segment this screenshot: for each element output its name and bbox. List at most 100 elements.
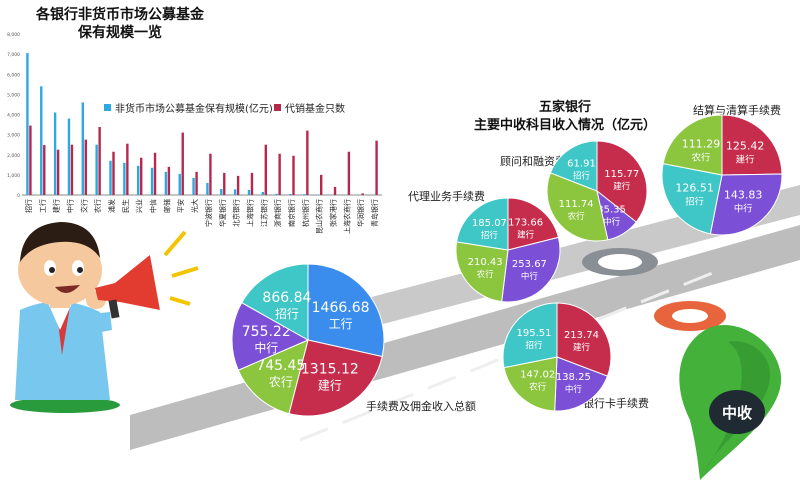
- pie-slice-label: 建行: [736, 153, 755, 165]
- pie-slice: [237, 339, 309, 415]
- x-tick-label: 光大: [190, 199, 199, 213]
- pie-slice-value: 125.42: [726, 139, 765, 152]
- pie-slice: [501, 236, 561, 303]
- pie-slice-label: 建行: [517, 229, 535, 240]
- bar-count: [153, 152, 157, 195]
- bar-scale: [178, 173, 181, 195]
- pie-slice: [596, 140, 648, 223]
- bar-scale: [261, 191, 265, 195]
- bar-count: [43, 145, 46, 195]
- x-tick-label: 华润银行: [356, 199, 365, 227]
- pie-slice: [662, 114, 723, 176]
- bar-scale: [109, 160, 112, 195]
- pie-slice-value: 745.45: [256, 358, 305, 374]
- bar-count: [361, 193, 364, 195]
- pin-base-inner: [672, 309, 708, 323]
- badge-label: 中收: [722, 404, 752, 422]
- bar-scale: [247, 189, 251, 195]
- bar-scale: [164, 171, 168, 195]
- pie-slice: [503, 356, 558, 412]
- pie-slice-value: 61.91: [567, 158, 596, 169]
- x-tick-label: 民生: [121, 199, 130, 213]
- bar-count: [306, 130, 309, 195]
- pie-slice-label: 建行: [318, 379, 342, 393]
- pie-slice-value: 1315.12: [301, 362, 359, 378]
- bar-chart-subtitle: 保有规模一览: [78, 25, 162, 41]
- pie-slice-value: 1466.68: [312, 300, 370, 316]
- x-tick-label: 平安: [176, 199, 185, 213]
- x-tick-label: 招行: [24, 199, 33, 213]
- pie-slice-value: 195.51: [517, 328, 552, 339]
- bar-count: [29, 125, 32, 195]
- legend-label-scale: 非货币市场公募基金保有规模(亿元): [115, 104, 273, 115]
- x-tick-label: 中行: [65, 199, 74, 213]
- bar-scale: [220, 188, 223, 195]
- roundabout-inner: [598, 254, 642, 270]
- bar-scale: [206, 182, 209, 195]
- bar-count: [236, 175, 240, 195]
- x-tick-label: 中信: [149, 199, 158, 213]
- pie-slice-label: 中行: [521, 271, 539, 282]
- pie-slice-value: 755.22: [242, 324, 291, 340]
- bar-count: [56, 149, 60, 195]
- pie-slice-label: 农行: [269, 375, 293, 389]
- x-tick-label: 上海农商行: [342, 199, 351, 234]
- y-tick-label: 6,000: [7, 72, 20, 78]
- x-tick-label: 宁波银行: [204, 199, 213, 227]
- pie-slice-label: 农行: [477, 269, 495, 280]
- bar-count: [167, 166, 171, 195]
- road-lane-line: [299, 268, 721, 442]
- pie-slice: [502, 302, 558, 369]
- bar-count: [319, 174, 323, 195]
- pie-slice-label: 农行: [692, 152, 711, 164]
- bar-scale: [150, 167, 154, 195]
- pie-slice-label: 招行: [685, 195, 704, 207]
- y-tick-label: 3,000: [7, 133, 20, 139]
- pie-slice-value: 111.29: [682, 138, 721, 151]
- bar-chart-title: 各银行非货币市场公募基金: [36, 7, 204, 23]
- pie-slice: [554, 356, 609, 412]
- bar-count: [181, 132, 184, 195]
- pie-slice-value: 173.66: [508, 217, 543, 228]
- pie-slice-label: 中行: [565, 384, 583, 395]
- pie-label-card: 银行卡手续费: [583, 397, 649, 410]
- bar-scale: [289, 193, 292, 195]
- y-tick-label: 1,000: [7, 173, 20, 179]
- y-tick-label: 2,000: [7, 153, 20, 159]
- bar-count: [223, 172, 226, 195]
- bar-scale: [40, 86, 43, 195]
- bar-scale: [123, 162, 126, 195]
- y-tick-label: 4,000: [7, 113, 20, 119]
- bar-scale: [136, 165, 140, 195]
- x-tick-label: 浙商银行: [273, 199, 282, 227]
- x-tick-label: 北京银行: [232, 199, 241, 227]
- pie-slice-label: 招行: [573, 170, 591, 181]
- pie-slice-label: 农行: [568, 211, 586, 222]
- x-tick-label: 张家港行: [329, 199, 338, 227]
- pie-slice: [307, 263, 385, 358]
- pie-slice-value: 35.35: [597, 204, 626, 215]
- bar-count: [112, 151, 115, 195]
- bar-count: [70, 144, 74, 195]
- bar-count: [98, 126, 101, 195]
- pie-slice-value: 866.84: [262, 290, 311, 306]
- x-tick-label: 建行: [52, 199, 61, 213]
- pie-slice-label: 招行: [526, 340, 544, 351]
- pie-slice: [455, 241, 509, 303]
- x-tick-label: 昆山农商行: [315, 199, 324, 234]
- x-tick-label: 杭州银行: [301, 199, 310, 227]
- pie-slice-label: 中行: [254, 341, 278, 355]
- bar-scale: [67, 118, 71, 195]
- bar-scale: [275, 193, 278, 195]
- y-tick-label: 5,000: [7, 92, 20, 98]
- pie-slice-value: 143.83: [724, 188, 763, 201]
- bar-count: [347, 151, 351, 195]
- bar-scale: [81, 102, 85, 195]
- pie-slice-value: 210.43: [468, 257, 503, 268]
- y-tick-label: 7,000: [7, 52, 20, 58]
- pie-slice: [456, 197, 509, 251]
